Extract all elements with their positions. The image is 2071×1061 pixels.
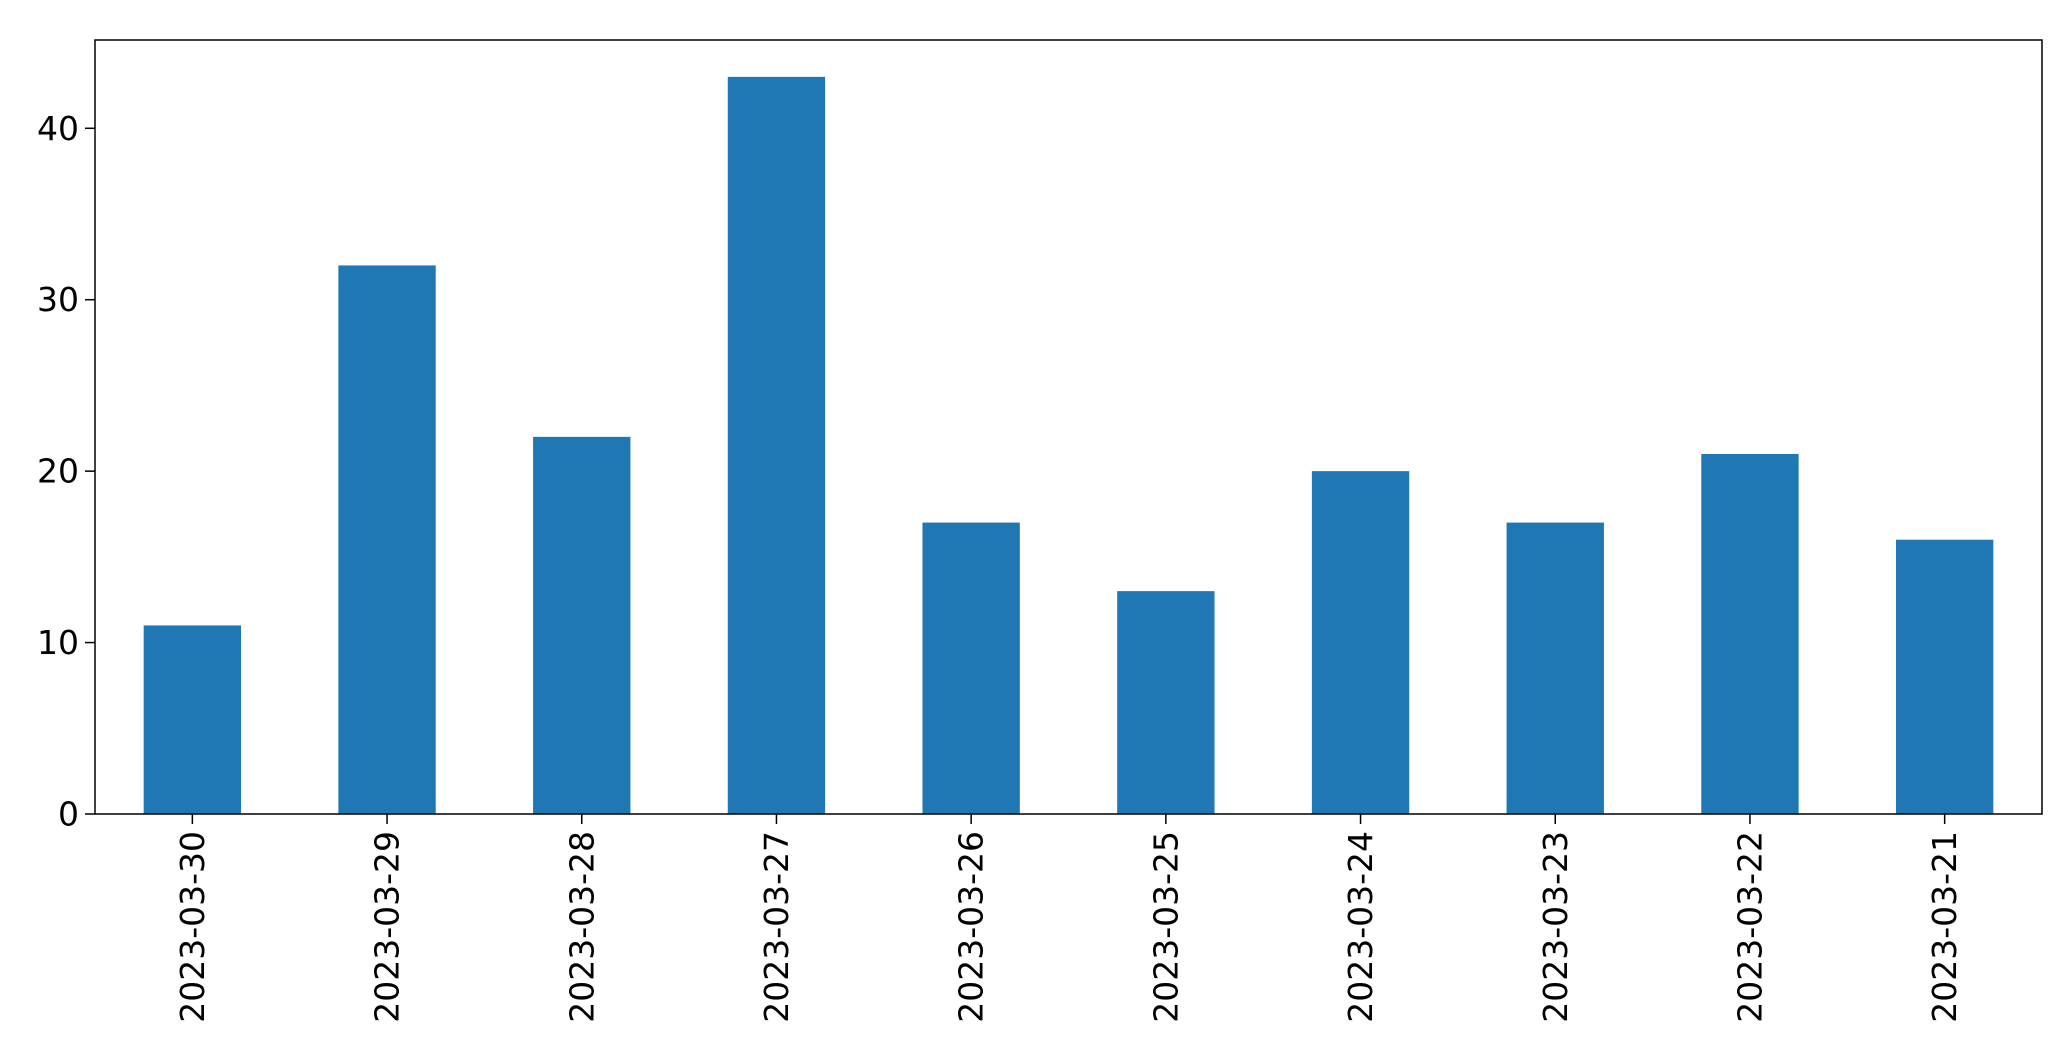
bar-2023-03-27	[727, 76, 826, 815]
x-tick-label: 2023-03-26	[952, 831, 991, 1023]
bars	[143, 76, 1994, 815]
bar-2023-03-24	[1311, 471, 1410, 814]
bar-2023-03-21	[1895, 539, 1994, 814]
x-tick-label: 2023-03-22	[1730, 831, 1769, 1023]
x-tick-label: 2023-03-23	[1536, 831, 1575, 1023]
bar-2023-03-26	[922, 522, 1020, 814]
y-axis: 0 10 20 30 40	[37, 109, 95, 834]
bar-2023-03-25	[1117, 591, 1215, 814]
y-tick-label: 20	[37, 452, 79, 491]
x-tick-label: 2023-03-30	[173, 831, 212, 1023]
bar-2023-03-30	[143, 625, 242, 814]
y-tick-label: 30	[37, 280, 79, 319]
x-tick-label: 2023-03-21	[1925, 831, 1964, 1023]
bar-2023-03-29	[338, 265, 436, 814]
x-tick-label: 2023-03-28	[562, 831, 601, 1023]
plot-area-frame	[94, 39, 2043, 815]
y-tick-label: 40	[37, 109, 79, 148]
x-tick-label: 2023-03-29	[368, 831, 407, 1023]
bar-2023-03-23	[1506, 522, 1604, 814]
bar-2023-03-28	[533, 436, 631, 814]
x-axis: 2023-03-30 2023-03-29 2023-03-28 2023-03-27…	[173, 814, 1964, 1023]
bar-2023-03-22	[1701, 454, 1799, 814]
x-tick-label: 2023-03-27	[757, 831, 796, 1023]
y-tick-label: 10	[37, 623, 79, 662]
y-tick-label: 0	[58, 795, 79, 834]
x-tick-label: 2023-03-25	[1146, 831, 1185, 1023]
x-tick-label: 2023-03-24	[1341, 831, 1380, 1023]
